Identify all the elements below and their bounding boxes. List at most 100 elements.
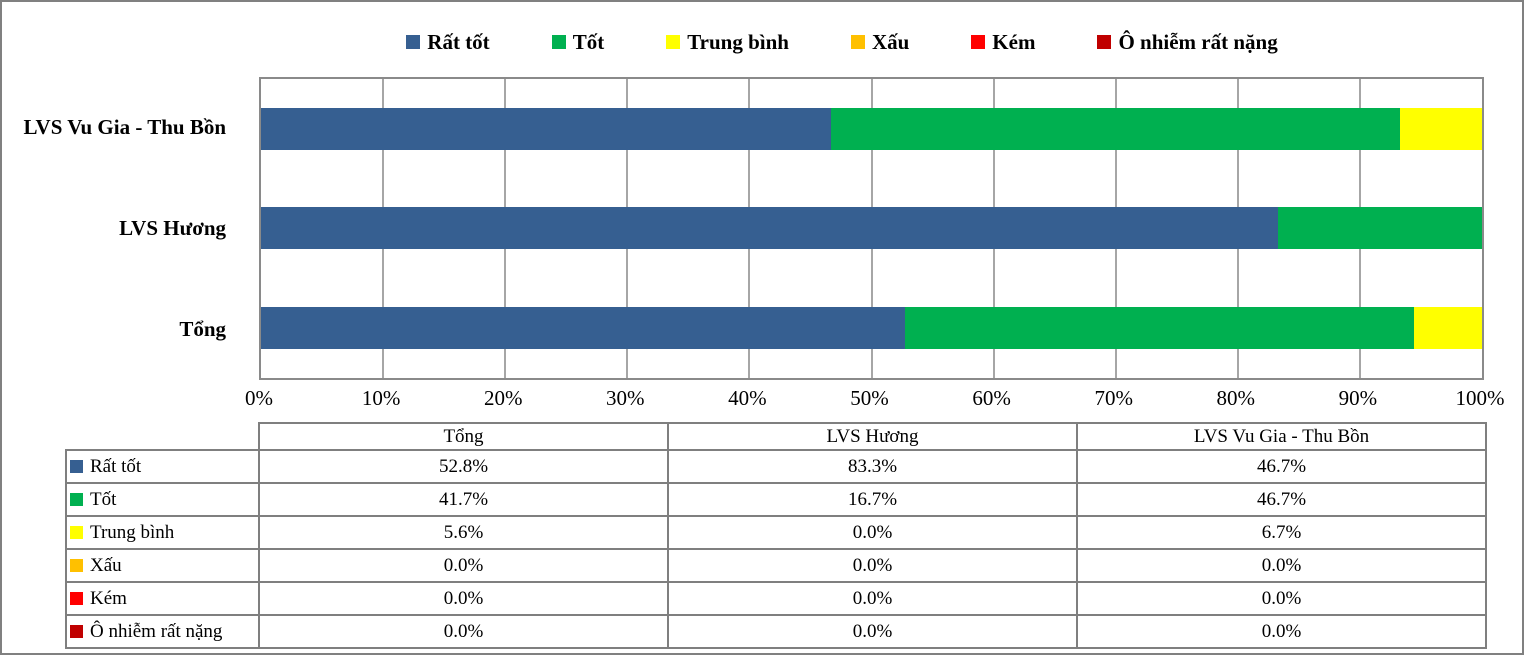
- stacked-bar: [261, 107, 1482, 150]
- table-value-cell: 46.7%: [1076, 449, 1487, 484]
- x-axis-tick-label: 30%: [606, 386, 645, 410]
- table-value-cell: 0.0%: [667, 614, 1078, 649]
- legend-item: Tốt: [551, 29, 605, 55]
- x-axis-tick-label: 50%: [850, 386, 889, 410]
- x-axis-tick-label: 40%: [728, 386, 767, 410]
- legend-item-label: Rất tốt: [427, 29, 490, 54]
- table-value-cell: 16.7%: [667, 482, 1078, 517]
- plot-area: [259, 77, 1484, 380]
- bar-segment: [261, 307, 906, 350]
- table-value-cell: 41.7%: [258, 482, 669, 517]
- x-axis-tick-label: 60%: [972, 386, 1011, 410]
- legend: Rất tốt Tốt Trung bình Xấu Kém Ô nhiễm rất nặ…: [202, 24, 1482, 60]
- table-value-cell: 0.0%: [258, 548, 669, 583]
- x-axis-tick-label: 100%: [1455, 386, 1505, 410]
- table-row-label: Tốt: [90, 488, 117, 510]
- table-value-cell: 0.0%: [258, 614, 669, 649]
- legend-swatch-icon: [406, 35, 421, 49]
- table-row-label-cell: Ô nhiễm rất nặng: [65, 614, 260, 649]
- legend-swatch-icon: [551, 35, 566, 49]
- table-column-header: LVS Hương: [667, 422, 1078, 451]
- legend-item: Xấu: [850, 29, 910, 55]
- table-value-cell: 0.0%: [1076, 581, 1487, 616]
- x-axis-tick-label: 80%: [1216, 386, 1256, 410]
- table-row: Xấu 0.0% 0.0% 0.0%: [65, 548, 1487, 583]
- category-label: Tổng: [179, 317, 226, 341]
- row-swatch-icon: [70, 525, 83, 539]
- table-row-label-cell: Xấu: [65, 548, 260, 583]
- bar-row: [261, 79, 1482, 179]
- table-value-cell: 83.3%: [667, 449, 1078, 484]
- stacked-bar: [261, 307, 1482, 350]
- legend-item: Rất tốt: [406, 29, 490, 55]
- x-axis-tick-label: 70%: [1094, 386, 1133, 410]
- x-axis-tick-label: 10%: [361, 386, 401, 410]
- bar-row: [261, 179, 1482, 279]
- table-row-label: Rất tốt: [90, 455, 142, 477]
- bar-segment: [905, 307, 1414, 350]
- table-row-label-cell: Tốt: [65, 482, 260, 517]
- row-swatch-icon: [70, 591, 83, 605]
- table-row-label: Kém: [90, 587, 127, 609]
- table-row-label-cell: Kém: [65, 581, 260, 616]
- row-swatch-icon: [70, 624, 83, 638]
- table-row: Ô nhiễm rất nặng 0.0% 0.0% 0.0%: [65, 614, 1487, 649]
- table-value-cell: 0.0%: [1076, 548, 1487, 583]
- legend-swatch-icon: [666, 35, 681, 49]
- row-swatch-icon: [70, 558, 83, 572]
- table-value-cell: 5.6%: [258, 515, 669, 550]
- bar-segment: [1400, 107, 1482, 150]
- table-row: Rất tốt 52.8% 83.3% 46.7%: [65, 449, 1487, 484]
- table-row-label: Trung bình: [90, 521, 175, 543]
- legend-item-label: Tốt: [572, 29, 605, 54]
- table-corner-cell: [66, 423, 259, 450]
- bar-segment: [1278, 207, 1482, 250]
- row-swatch-icon: [70, 459, 83, 473]
- y-axis-category-labels: LVS Vu Gia - Thu Bồn LVS Hương Tổng: [2, 77, 242, 380]
- legend-swatch-icon: [850, 35, 865, 49]
- table-row-label-cell: Rất tốt: [65, 449, 260, 484]
- table-value-cell: 0.0%: [667, 548, 1078, 583]
- table-header-row: Tổng LVS Hương LVS Vu Gia - Thu Bồn: [66, 422, 1487, 451]
- chart-data-table: Tổng LVS Hương LVS Vu Gia - Thu Bồn Rất tố…: [65, 422, 1487, 649]
- bar-segment: [830, 107, 1401, 150]
- bar-segment: [261, 207, 1279, 250]
- bar-segment: [261, 107, 831, 150]
- table-row: Kém 0.0% 0.0% 0.0%: [65, 581, 1487, 616]
- table-value-cell: 6.7%: [1076, 515, 1487, 550]
- row-swatch-icon: [70, 492, 83, 506]
- legend-item-label: Ô nhiễm rất nặng: [1118, 29, 1278, 54]
- table-row: Trung bình 5.6% 0.0% 6.7%: [65, 515, 1487, 550]
- table-value-cell: 0.0%: [667, 515, 1078, 550]
- table-value-cell: 0.0%: [258, 581, 669, 616]
- legend-item-label: Xấu: [871, 29, 910, 54]
- table-value-cell: 0.0%: [667, 581, 1078, 616]
- legend-item: Trung bình: [666, 30, 789, 55]
- category-label: LVS Vu Gia - Thu Bồn: [23, 115, 226, 139]
- category-label: LVS Hương: [119, 216, 226, 240]
- legend-swatch-icon: [971, 35, 986, 49]
- legend-item: Ô nhiễm rất nặng: [1097, 29, 1278, 55]
- table-row: Tốt 41.7% 16.7% 46.7%: [65, 482, 1487, 517]
- legend-item-label: Trung bình: [687, 29, 789, 54]
- bar-segment: [1413, 307, 1482, 350]
- legend-item: Kém: [971, 30, 1035, 55]
- table-body: Rất tốt 52.8% 83.3% 46.7% Tốt 41.7% 16.7% 46.7%…: [65, 449, 1487, 649]
- bar-row: [261, 278, 1482, 378]
- x-axis-tick-labels: 0% 10% 20% 30% 40% 50% 60% 70% 80% 90% 100%: [245, 386, 1505, 416]
- table-column-header: Tổng: [258, 422, 669, 451]
- x-axis-tick-label: 90%: [1338, 386, 1378, 410]
- stacked-bar: [261, 207, 1482, 250]
- table-value-cell: 0.0%: [1076, 614, 1487, 649]
- legend-swatch-icon: [1097, 35, 1112, 49]
- table-row-label-cell: Trung bình: [65, 515, 260, 550]
- x-axis-tick-label: 0%: [245, 386, 273, 410]
- table-row-label: Ô nhiễm rất nặng: [90, 620, 223, 642]
- table-column-header: LVS Vu Gia - Thu Bồn: [1076, 422, 1487, 451]
- legend-item-label: Kém: [992, 29, 1036, 54]
- table-row-label: Xấu: [90, 554, 122, 576]
- table-value-cell: 52.8%: [258, 449, 669, 484]
- x-axis-tick-label: 20%: [483, 386, 523, 410]
- table-value-cell: 46.7%: [1076, 482, 1487, 517]
